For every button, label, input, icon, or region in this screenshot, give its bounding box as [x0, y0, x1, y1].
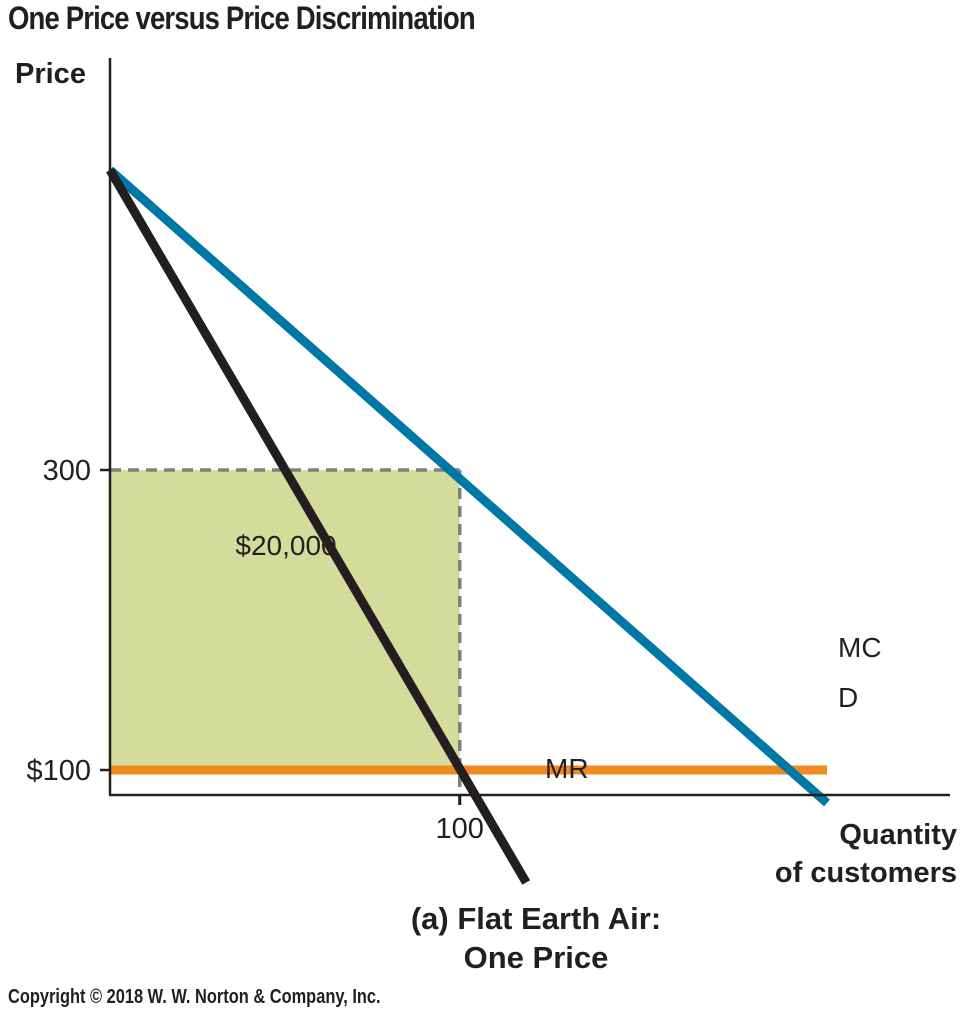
figure-title: One Price versus Price Discrimination — [8, 0, 476, 36]
axes-layer — [108, 58, 950, 797]
y-axis-title: Price — [15, 58, 86, 90]
x-axis-title-line2: of customers — [775, 857, 957, 889]
ticks-layer: 300 $100 100 — [26, 455, 483, 845]
demand-curve — [107, 166, 830, 807]
x-tick-label-1: 100 — [436, 813, 484, 845]
profit-area-layer: $20,000 — [110, 470, 460, 770]
y-tick-label-2: $100 — [26, 755, 91, 787]
profit-area — [110, 470, 460, 770]
guide-lines-layer — [110, 468, 462, 808]
marginal-revenue-curve — [106, 167, 531, 885]
chart-caption-line2: One Price — [464, 940, 609, 975]
y-tick-label-1: 300 — [43, 455, 91, 487]
labels-layer: Price Quantity of customers (a) Flat Ear… — [15, 58, 957, 975]
marginal-revenue-label: MR — [545, 753, 589, 784]
demand-label: D — [838, 682, 858, 713]
marginal-cost-label: MC — [838, 632, 882, 663]
series-layer: MC D MR — [106, 166, 882, 885]
copyright-footer: Copyright © 2018 W. W. Norton & Company,… — [8, 986, 381, 1008]
x-axis-title-line1: Quantity — [839, 819, 957, 851]
chart-caption-line1: (a) Flat Earth Air: — [411, 901, 661, 936]
